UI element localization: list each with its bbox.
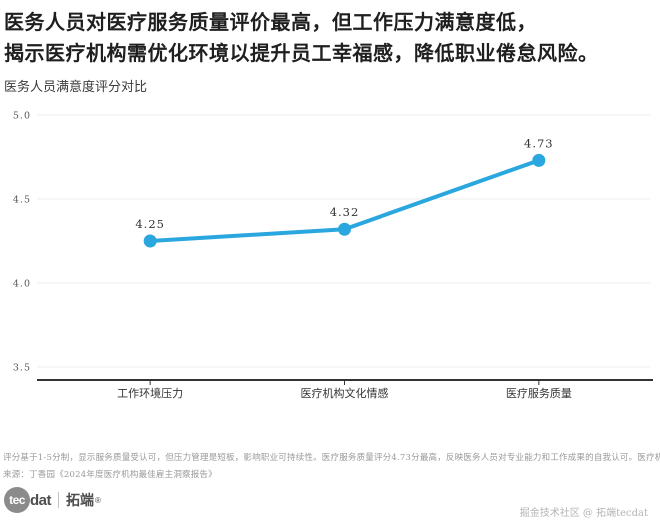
footnote-source: 来源：丁香园《2024年度医疗机构最佳雇主洞察报告》 xyxy=(3,470,217,480)
chart-title: 医务人员满意度评分对比 xyxy=(4,80,148,95)
y-tick-label: 4.5 xyxy=(13,195,31,206)
tecdat-logo-text: dat xyxy=(30,491,52,509)
data-point-label: 4.32 xyxy=(330,205,360,219)
data-point-label: 4.25 xyxy=(135,217,165,231)
logo-divider xyxy=(58,492,59,508)
tecdat-logo-icon: tec xyxy=(4,487,30,513)
data-point xyxy=(143,234,157,248)
tecdat-logo-chinese: 拓端 xyxy=(66,492,94,508)
footnote-analysis: 评分基于1-5分制，显示服务质量受认可，但压力管理是短板，影响职业可持续性。医疗… xyxy=(3,453,660,463)
x-category-label: 工作环境压力 xyxy=(117,386,183,400)
registered-trademark-icon: ® xyxy=(95,495,101,505)
tecdat-logo: tec dat 拓端 ® xyxy=(4,487,101,513)
satisfaction-line-chart: 5.0 4.5 4.0 3.5 工作环境压力 医疗机构文化情感 医疗服务质量 4.25 4.32… xyxy=(13,111,653,400)
data-point xyxy=(532,153,546,167)
y-tick-label: 5.0 xyxy=(13,111,31,122)
community-credit: 掘金技术社区 @ 拓端tecdat xyxy=(519,508,648,519)
page-title-line2: 揭示医疗机构需优化环境以提升员工幸福感，降低职业倦怠风险。 xyxy=(4,41,599,65)
y-tick-label: 3.5 xyxy=(13,363,31,374)
x-category-label: 医疗服务质量 xyxy=(506,386,572,400)
data-point xyxy=(338,222,351,236)
data-point-label: 4.73 xyxy=(524,136,554,150)
y-tick-label: 4.0 xyxy=(13,279,31,290)
x-category-label: 医疗机构文化情感 xyxy=(301,386,389,400)
page-title-line1: 医务人员对医疗服务质量评价最高，但工作压力满意度低， xyxy=(4,10,537,34)
